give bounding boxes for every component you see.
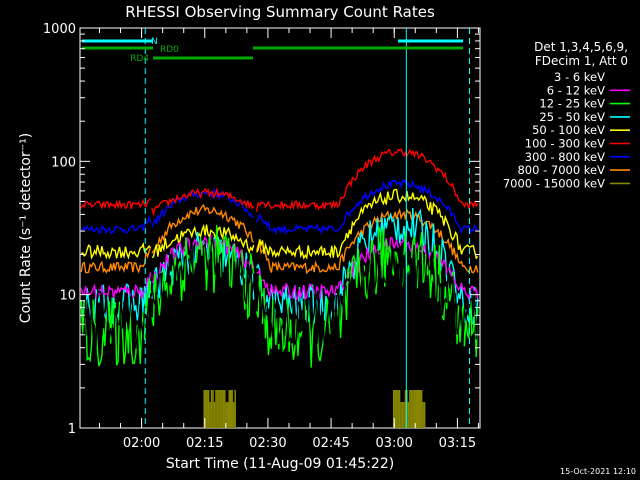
legend-label: 25 - 50 keV (539, 110, 605, 124)
legend-header-line1: Det 1,3,4,5,6,9, (534, 40, 628, 54)
y-axis-label: Count Rate (s⁻¹ detector⁻¹) (18, 133, 34, 323)
legend-label: 3 - 6 keV (554, 70, 605, 84)
y-tick-label: 100 (51, 155, 76, 170)
legend-label: 7000 - 15000 keV (503, 176, 605, 190)
flag-label: N (151, 37, 158, 47)
x-axis-label: Start Time (11-Aug-09 01:45:22) (166, 456, 394, 472)
x-tick-label: 02:00 (123, 436, 160, 451)
legend-label: 100 - 300 keV (525, 137, 605, 151)
x-tick-label: 02:30 (249, 436, 286, 451)
axis-layer: 1 10 100 1000 02:00 02:15 02:30 02:45 03:00 03:15 (43, 22, 480, 451)
legend-label: 300 - 800 keV (525, 150, 605, 164)
y-tick-label: 10 (59, 289, 76, 304)
plot-frame (79, 27, 481, 429)
flag-label: RD0 (160, 45, 179, 55)
legend-label: 12 - 25 keV (539, 97, 605, 111)
legend-header-line2: FDecim 1, Att 0 (535, 54, 628, 68)
series-line-5 (80, 148, 479, 217)
timestamp: 15-Oct-2021 12:10 (560, 467, 636, 476)
x-tick-label: 02:45 (312, 436, 349, 451)
series-line-4 (81, 188, 479, 260)
y-tick-label: 1 (68, 422, 76, 437)
chart-title: RHESSI Observing Summary Count Rates (125, 3, 435, 21)
x-tick-label: 03:00 (375, 436, 412, 451)
legend-label: 50 - 100 keV (532, 123, 605, 137)
legend-label: 800 - 7000 keV (517, 163, 605, 177)
x-tick-label: 02:15 (186, 436, 223, 451)
x-tick-label: 03:15 (439, 436, 476, 451)
flag-label: RD4 (130, 54, 149, 64)
legend-label: 6 - 12 keV (547, 83, 605, 97)
marker-layer (144, 28, 470, 428)
series-layer (80, 148, 479, 428)
y-tick-label: 1000 (43, 22, 76, 37)
series-line-7 (80, 204, 479, 275)
series-line-0 (80, 235, 479, 350)
